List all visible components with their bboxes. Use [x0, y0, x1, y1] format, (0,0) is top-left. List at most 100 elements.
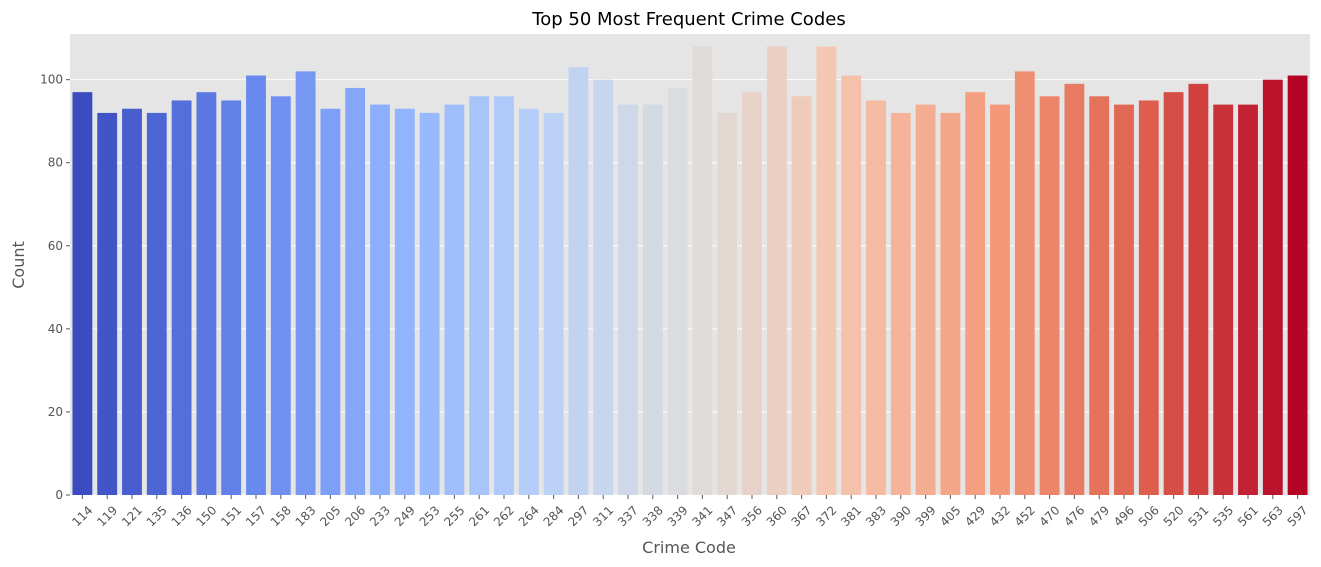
bar-338 — [642, 104, 663, 495]
bar-367 — [791, 96, 812, 495]
x-tick-label: 114 — [69, 503, 95, 529]
bar-432 — [990, 104, 1010, 495]
x-tick-label: 264 — [516, 503, 542, 529]
x-tick-label: 360 — [764, 503, 790, 529]
x-tick-label: 157 — [243, 503, 269, 529]
bar-506 — [1138, 100, 1159, 496]
x-tick-label: 135 — [144, 503, 170, 529]
chart-title: Top 50 Most Frequent Crime Codes — [531, 9, 845, 30]
bar-337 — [618, 104, 638, 495]
x-tick-label: 338 — [640, 503, 666, 529]
x-tick-label: 476 — [1061, 503, 1087, 529]
x-tick-label: 535 — [1210, 503, 1236, 529]
bar-233 — [370, 104, 390, 495]
bar-452 — [1014, 71, 1035, 495]
bar-311 — [593, 79, 614, 495]
x-tick-label: 150 — [193, 503, 219, 529]
bar-114 — [72, 92, 93, 496]
x-tick-label: 563 — [1260, 503, 1286, 529]
bar-360 — [766, 46, 787, 495]
x-axis-label: Crime Code — [642, 538, 736, 557]
y-tick-label: 60 — [48, 239, 63, 253]
bar-339 — [667, 87, 688, 495]
x-tick-label: 470 — [1037, 503, 1063, 529]
y-axis-label: Count — [9, 241, 28, 289]
bar-255 — [444, 104, 465, 495]
x-tick-label: 136 — [169, 503, 195, 529]
bar-262 — [494, 96, 514, 495]
bar-135 — [146, 112, 167, 495]
bar-284 — [543, 112, 564, 495]
bar-151 — [221, 100, 242, 496]
bar-249 — [394, 108, 415, 495]
x-tick-label: 347 — [714, 503, 740, 529]
x-tick-label: 261 — [466, 503, 492, 529]
x-tick-label: 432 — [987, 503, 1013, 529]
x-tick-label: 158 — [268, 503, 294, 529]
x-tick-label: 479 — [1086, 503, 1112, 529]
bar-356 — [742, 92, 762, 496]
bar-597 — [1287, 75, 1308, 496]
x-tick-label: 390 — [888, 503, 914, 529]
bar-476 — [1064, 83, 1085, 496]
bar-136 — [171, 100, 192, 496]
x-tick-label: 405 — [937, 503, 963, 529]
x-tick-label: 121 — [119, 503, 145, 529]
x-tick-label: 255 — [441, 503, 467, 529]
x-tick-label: 520 — [1161, 503, 1187, 529]
x-tick-label: 496 — [1111, 503, 1137, 529]
y-tick-label: 80 — [48, 156, 63, 170]
bar-470 — [1039, 96, 1060, 495]
x-tick-label: 531 — [1185, 503, 1211, 529]
x-tick-label: 399 — [913, 503, 939, 529]
bar-390 — [890, 112, 911, 495]
y-tick-label: 40 — [48, 322, 63, 336]
x-tick-label: 284 — [541, 503, 567, 529]
x-tick-label: 452 — [1012, 503, 1038, 529]
bar-150 — [196, 92, 217, 496]
x-tick-label: 233 — [367, 503, 393, 529]
x-tick-label: 506 — [1136, 503, 1162, 529]
bar-381 — [841, 75, 862, 496]
bar-372 — [816, 46, 837, 495]
bars — [72, 46, 1308, 496]
bar-297 — [568, 67, 589, 496]
x-tick-label: 151 — [218, 503, 244, 529]
bar-535 — [1213, 104, 1234, 495]
x-tick-label: 253 — [417, 503, 443, 529]
x-tick-label: 249 — [392, 503, 418, 529]
bar-531 — [1188, 83, 1209, 496]
bar-347 — [717, 112, 738, 495]
bar-157 — [246, 75, 266, 496]
bar-253 — [419, 112, 440, 495]
bar-183 — [295, 71, 316, 495]
x-tick-label: 119 — [94, 503, 120, 529]
bar-261 — [469, 96, 490, 495]
bar-561 — [1238, 104, 1258, 495]
bar-429 — [965, 92, 986, 496]
bar-496 — [1114, 104, 1134, 495]
bar-158 — [270, 96, 291, 495]
x-tick-label: 367 — [789, 503, 815, 529]
y-tick-label: 20 — [48, 405, 63, 419]
x-tick-label: 372 — [813, 503, 839, 529]
bar-264 — [518, 108, 539, 495]
x-tick-label: 341 — [689, 503, 715, 529]
x-tick-label: 337 — [615, 503, 641, 529]
bar-121 — [122, 108, 142, 495]
x-tick-label: 597 — [1285, 503, 1311, 529]
bar-206 — [345, 87, 366, 495]
x-tick-label: 561 — [1235, 503, 1261, 529]
bar-383 — [866, 100, 886, 496]
x-tick-label: 356 — [739, 503, 765, 529]
x-tick-label: 383 — [863, 503, 889, 529]
x-tick-label: 339 — [665, 503, 691, 529]
bar-341 — [692, 46, 713, 495]
x-tick-label: 297 — [565, 503, 591, 529]
x-tick-label: 205 — [317, 503, 343, 529]
bar-520 — [1163, 92, 1184, 496]
x-axis-ticks: 1141191211351361501511571581832052062332… — [69, 495, 1311, 529]
bar-479 — [1089, 96, 1110, 495]
bar-205 — [320, 108, 341, 495]
